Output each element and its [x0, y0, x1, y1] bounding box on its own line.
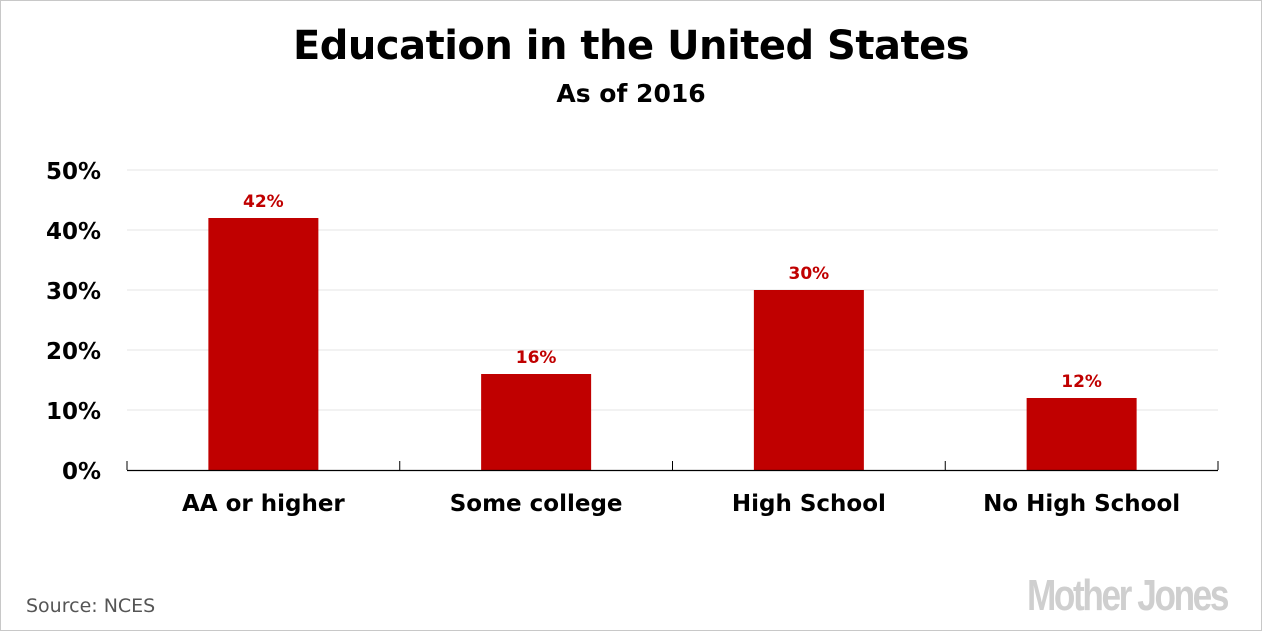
y-tick-label: 30%	[46, 279, 101, 305]
x-category-label: AA or higher	[182, 491, 345, 517]
chart-title: Education in the United States	[292, 23, 970, 69]
x-category-label: No High School	[983, 491, 1180, 517]
source-note: Source: NCES	[26, 595, 156, 617]
y-tick-label: 40%	[46, 219, 101, 245]
y-tick-label: 50%	[46, 159, 101, 185]
y-tick-label: 10%	[46, 399, 101, 425]
y-tick-label: 0%	[62, 459, 101, 485]
bar-no-high-school	[1026, 398, 1137, 470]
bar-some-college	[481, 374, 592, 470]
data-label: 42%	[243, 192, 284, 212]
data-label: 30%	[789, 264, 830, 284]
data-label: 16%	[516, 348, 557, 368]
chart-subtitle: As of 2016	[556, 79, 706, 108]
y-tick-label: 20%	[46, 339, 101, 365]
x-category-label: High School	[732, 491, 886, 517]
mother-jones-logo: Mother Jones	[1027, 571, 1229, 620]
bar-aa-or-higher	[208, 218, 319, 470]
bar-high-school	[753, 290, 864, 470]
x-category-label: Some college	[450, 491, 623, 517]
data-label: 12%	[1061, 372, 1102, 392]
